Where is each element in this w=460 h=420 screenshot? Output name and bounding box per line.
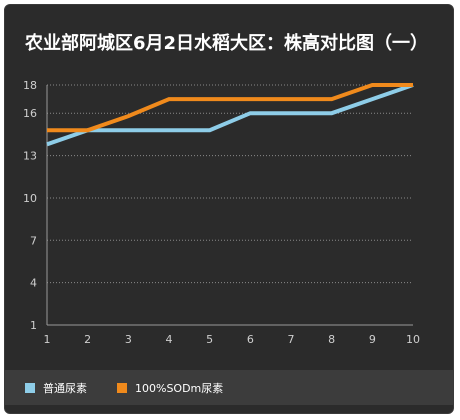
x-tick-label-1: 1	[44, 333, 51, 346]
x-tick-label-7: 7	[288, 333, 295, 346]
legend-swatch-series-1	[25, 382, 35, 393]
series-line-2	[47, 83, 413, 133]
legend: 普通尿素 100%SODm尿素	[5, 370, 453, 405]
legend-label-series-1: 普通尿素	[43, 381, 87, 395]
legend-swatch-series-2	[117, 382, 127, 393]
y-tick-label-1: 1	[30, 319, 37, 332]
x-tick-label-4: 4	[166, 333, 173, 346]
legend-item-series-1[interactable]: 普通尿素	[25, 380, 87, 396]
series-lines	[46, 83, 414, 147]
x-tick-labels: 1 2 3 4 5 6 7 8 9 10	[44, 333, 421, 346]
y-tick-label-10: 10	[23, 192, 37, 205]
x-tick-label-2: 2	[84, 333, 91, 346]
x-tick-label-3: 3	[125, 333, 132, 346]
x-tick-label-5: 5	[206, 333, 213, 346]
chart-frame: 农业部阿城区6月2日水稻大区：株高对比图（一） 1 4 7 10 13 16 18 1 2 3 4…	[4, 4, 454, 414]
x-tick-label-9: 9	[369, 333, 376, 346]
y-tick-label-16: 16	[23, 107, 37, 120]
y-tick-label-4: 4	[30, 277, 37, 290]
y-tick-label-13: 13	[23, 150, 37, 163]
x-tick-label-10: 10	[406, 333, 420, 346]
x-tick-label-6: 6	[247, 333, 254, 346]
series-line-1	[46, 83, 414, 147]
grid-lines	[47, 84, 413, 284]
y-tick-labels: 1 4 7 10 13 16 18	[23, 79, 37, 332]
y-tick-label-18: 18	[23, 79, 37, 92]
x-tick-label-8: 8	[328, 333, 335, 346]
legend-item-series-2[interactable]: 100%SODm尿素	[117, 380, 223, 396]
y-tick-label-7: 7	[30, 234, 37, 247]
chart-title: 农业部阿城区6月2日水稻大区：株高对比图（一）	[25, 33, 429, 54]
line-chart: 1 4 7 10 13 16 18 1 2 3 4 5 6 7 8 9 10	[23, 79, 421, 346]
legend-label-series-2: 100%SODm尿素	[135, 381, 224, 395]
axes	[46, 85, 413, 326]
